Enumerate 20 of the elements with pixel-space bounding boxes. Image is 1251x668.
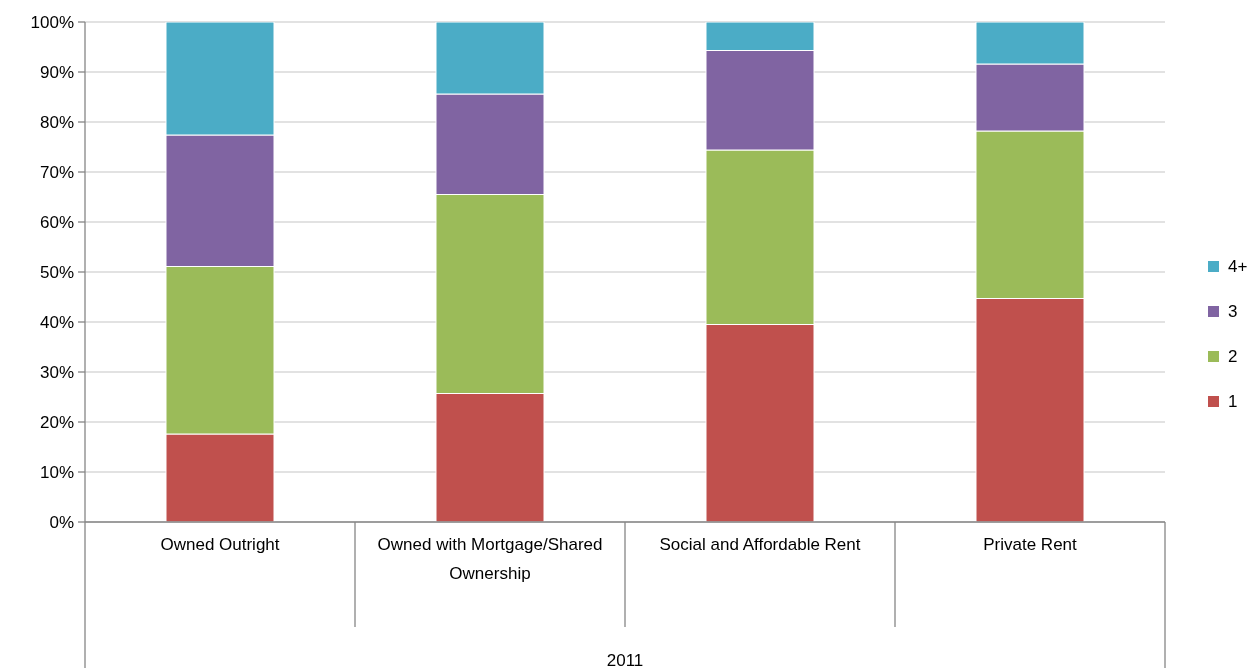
y-tick-label: 10% — [39, 463, 74, 483]
y-tick-label: 80% — [39, 113, 74, 133]
y-tick-label: 90% — [39, 63, 74, 83]
y-tick-label: 30% — [39, 363, 74, 383]
y-tick-label: 70% — [39, 163, 74, 183]
y-tick-label: 40% — [39, 313, 74, 333]
y-tick-label: 20% — [39, 413, 74, 433]
y-tick-label: 50% — [39, 263, 74, 283]
legend-label: 2 — [1228, 346, 1238, 367]
legend-label: 1 — [1228, 391, 1238, 412]
x-tick-label: Private Rent — [983, 535, 1078, 555]
y-tick-label: 0% — [49, 513, 74, 533]
x-tick-label: Social and Affordable Rent — [659, 535, 861, 555]
x-axis-title: 2011 — [606, 651, 644, 668]
legend-label: 3 — [1228, 301, 1238, 322]
x-tick-label: Owned Outright — [160, 535, 280, 555]
x-tick-label: Owned with Mortgage/Shared Ownership — [377, 535, 603, 584]
y-tick-label: 60% — [39, 213, 74, 233]
y-tick-label: 100% — [30, 13, 74, 33]
legend-label: 4+ — [1228, 256, 1248, 277]
